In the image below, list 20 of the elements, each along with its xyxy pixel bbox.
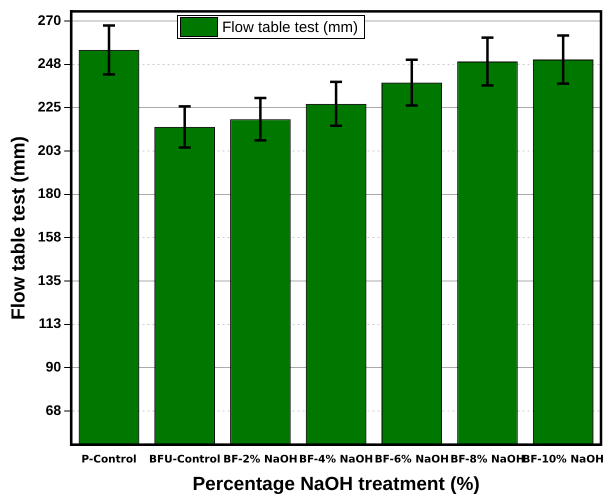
y-tick-label: 158 — [38, 228, 62, 244]
y-tick-label: 68 — [46, 402, 62, 418]
y-tick-label: 180 — [38, 185, 62, 202]
y-tick-label: 248 — [38, 55, 62, 72]
y-tick-label: 113 — [38, 315, 62, 332]
y-tick-label: 225 — [38, 98, 62, 115]
y-tick-label: 203 — [38, 142, 62, 158]
y-tick-label: 90 — [46, 358, 62, 374]
x-axis-title: Percentage NaOH treatment (%) — [192, 474, 480, 495]
x-tick-label: P-Control — [81, 454, 137, 466]
x-tick-label: BF-6% NaOH — [374, 454, 449, 466]
x-tick-label: BF-10% NaOH — [522, 454, 604, 466]
y-tick-label: 135 — [38, 272, 62, 288]
x-tick-label: BF-8% NaOH — [450, 454, 525, 466]
x-tick-label: BF-2% NaOH — [223, 454, 298, 466]
x-tick-label: BFU-Control — [148, 454, 220, 466]
legend-box: Flow table test (mm) — [177, 15, 365, 40]
y-axis-title: Flow table test (mm) — [8, 136, 30, 320]
x-tick-label: BF-4% NaOH — [298, 454, 374, 466]
y-tick-label: 270 — [38, 12, 62, 28]
